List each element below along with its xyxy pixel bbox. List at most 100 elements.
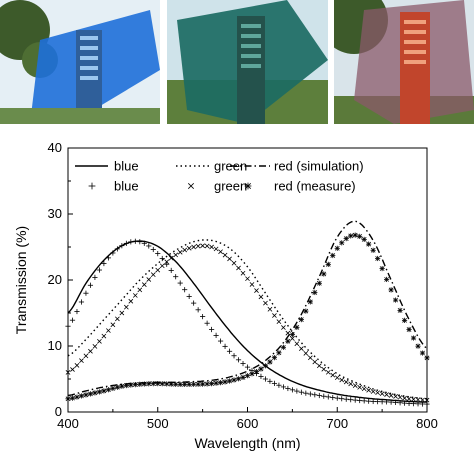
data-point	[209, 326, 215, 333]
data-point	[78, 299, 85, 305]
data-point	[114, 384, 120, 390]
data-point	[168, 255, 174, 261]
data-point	[182, 381, 188, 387]
data-point	[132, 238, 138, 244]
data-point	[298, 389, 304, 395]
data-point	[235, 357, 242, 363]
data-point	[316, 392, 322, 399]
legend-label-red-simulation: red (simulation)	[274, 159, 364, 174]
data-point	[137, 287, 143, 293]
legend-marker-green-measure	[187, 182, 195, 190]
data-point	[325, 261, 331, 267]
data-point	[280, 384, 286, 390]
data-point	[420, 397, 425, 403]
data-point	[406, 396, 412, 402]
chart-axes: 400 500 600 700 800 0 10 20 30 40	[48, 140, 438, 431]
data-point	[357, 384, 363, 390]
data-point	[419, 401, 426, 407]
data-point	[352, 383, 358, 388]
legend-label-red-measure: red (measure)	[274, 179, 356, 194]
y-tick-label: 30	[48, 206, 62, 221]
data-point	[411, 396, 416, 402]
data-point	[236, 265, 241, 271]
data-point	[271, 380, 278, 386]
data-point	[186, 381, 192, 387]
data-point	[141, 240, 147, 246]
legend-marker-glyph	[88, 182, 96, 190]
data-point	[415, 343, 421, 349]
data-point	[424, 355, 430, 361]
data-point	[294, 324, 300, 330]
x-tick-label: 800	[416, 416, 438, 431]
red-filter-photo	[334, 0, 474, 124]
data-point	[244, 364, 251, 370]
data-point	[182, 287, 188, 293]
data-point	[173, 381, 179, 387]
data-point	[146, 381, 152, 387]
data-point	[96, 389, 103, 395]
data-point	[159, 263, 165, 269]
y-tick-label: 20	[48, 272, 62, 287]
data-point	[128, 382, 134, 388]
data-point	[92, 344, 98, 349]
data-point	[87, 391, 94, 397]
data-point	[78, 393, 85, 399]
y-tick-label: 10	[48, 338, 62, 353]
data-point	[294, 388, 300, 394]
data-point	[249, 282, 255, 287]
data-point	[262, 363, 269, 369]
data-point	[424, 401, 430, 407]
data-point	[240, 270, 246, 276]
data-point	[289, 387, 295, 393]
data-point	[83, 353, 89, 359]
data-point	[312, 289, 318, 296]
data-point	[146, 243, 152, 249]
data-point	[267, 306, 273, 312]
data-point	[213, 246, 219, 252]
data-point	[195, 243, 201, 249]
data-point	[141, 381, 147, 387]
data-point	[88, 348, 93, 354]
data-point	[213, 332, 219, 339]
data-point	[70, 367, 75, 372]
y-tick-label: 0	[55, 404, 62, 419]
data-point	[272, 313, 277, 318]
data-point	[244, 373, 251, 379]
data-point	[231, 377, 237, 383]
data-point	[276, 319, 282, 325]
data-point	[397, 307, 403, 314]
data-point	[249, 371, 255, 377]
data-point	[186, 245, 192, 251]
data-point	[65, 396, 71, 402]
data-point	[231, 353, 237, 359]
data-point	[401, 400, 408, 406]
data-point	[339, 377, 345, 383]
data-point	[222, 343, 228, 349]
data-point	[330, 372, 336, 378]
data-point	[128, 298, 134, 304]
data-point	[379, 391, 385, 397]
data-point	[267, 378, 273, 384]
data-point	[370, 398, 376, 405]
data-point	[114, 246, 120, 252]
data-point	[177, 381, 183, 387]
data-point	[65, 370, 71, 375]
data-point	[325, 369, 331, 375]
legend-label-blue-measure: blue	[114, 179, 139, 194]
data-point	[253, 368, 260, 375]
data-point	[285, 385, 291, 392]
data-point	[348, 233, 354, 239]
transmission-chart: 400 500 600 700 800 0 10 20 30 40 blue green red (s…	[13, 140, 438, 451]
data-point	[105, 387, 111, 393]
data-point	[289, 331, 295, 338]
data-point	[74, 394, 80, 400]
data-point	[285, 330, 291, 336]
data-point	[267, 359, 273, 365]
data-point	[74, 308, 80, 315]
data-point	[307, 299, 313, 305]
data-point	[101, 333, 107, 339]
data-point	[366, 398, 372, 404]
data-point	[397, 400, 403, 406]
data-point	[276, 350, 282, 356]
data-point	[384, 276, 390, 283]
